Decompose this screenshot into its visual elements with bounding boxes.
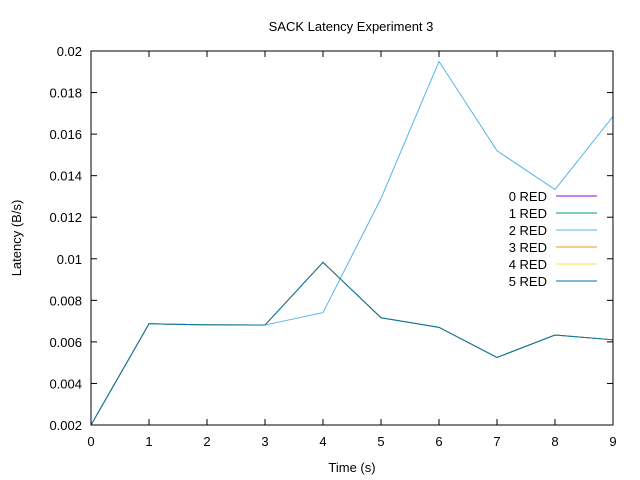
y-tick-label: 0.018 bbox=[49, 86, 82, 101]
legend-label: 4 RED bbox=[509, 257, 547, 272]
plot-frame bbox=[90, 50, 614, 426]
ticks-layer: 0 1 2 3 4 5 6 7 8 9 0.002 0.004 0.006 0.008 0.01 0.012 0… bbox=[49, 44, 616, 449]
legend-label: 1 RED bbox=[509, 206, 547, 221]
y-tick-label: 0.008 bbox=[49, 293, 82, 308]
y-tick-label: 0.016 bbox=[49, 127, 82, 142]
chart-title: SACK Latency Experiment 3 bbox=[269, 19, 434, 34]
y-tick-label: 0.004 bbox=[49, 376, 82, 391]
x-tick-label: 3 bbox=[261, 434, 268, 449]
x-tick-label: 8 bbox=[551, 434, 558, 449]
y-tick-label: 0.01 bbox=[57, 252, 82, 267]
x-tick-label: 0 bbox=[87, 434, 94, 449]
x-axis-label: Time (s) bbox=[328, 460, 375, 475]
y-tick-label: 0.02 bbox=[57, 44, 82, 59]
y-tick-label: 0.012 bbox=[49, 210, 82, 225]
x-tick-label: 2 bbox=[203, 434, 210, 449]
series-line-5 bbox=[90, 261, 614, 426]
x-tick-label: 6 bbox=[435, 434, 442, 449]
legend-label: 3 RED bbox=[509, 240, 547, 255]
y-tick-label: 0.002 bbox=[49, 418, 82, 433]
series-layer bbox=[90, 60, 614, 426]
x-tick-label: 4 bbox=[319, 434, 326, 449]
y-tick-label: 0.006 bbox=[49, 335, 82, 350]
x-tick-label: 7 bbox=[493, 434, 500, 449]
y-axis-label: Latency (B/s) bbox=[9, 200, 24, 277]
x-tick-label: 5 bbox=[377, 434, 384, 449]
x-tick-label: 1 bbox=[145, 434, 152, 449]
legend-label: 2 RED bbox=[509, 223, 547, 238]
legend-label: 0 RED bbox=[509, 189, 547, 204]
legend-label: 5 RED bbox=[509, 274, 547, 289]
y-tick-label: 0.014 bbox=[49, 169, 82, 184]
legend: 0 RED 1 RED 2 RED 3 RED 4 RED 5 RED bbox=[509, 189, 597, 289]
x-tick-label: 9 bbox=[609, 434, 616, 449]
